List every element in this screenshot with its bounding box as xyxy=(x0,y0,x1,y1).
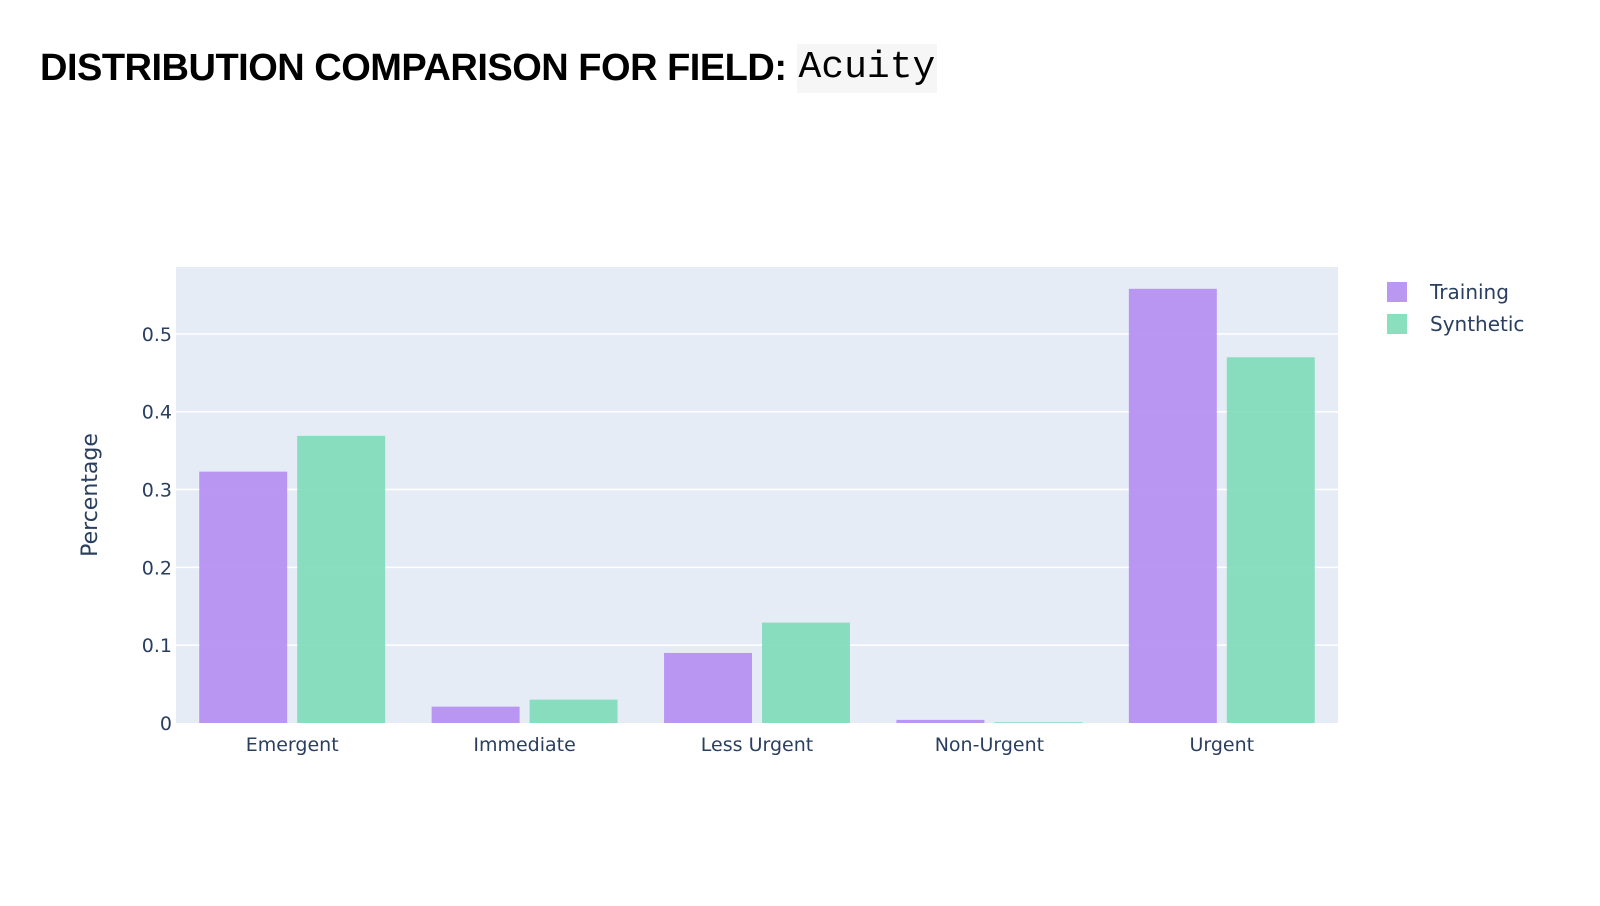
bar-synthetic-non-urgent xyxy=(994,722,1083,723)
bar-synthetic-less-urgent xyxy=(762,622,850,723)
bars xyxy=(199,288,1315,723)
x-tick-label: Emergent xyxy=(246,734,339,756)
x-tick-label: Non-Urgent xyxy=(935,734,1044,756)
bar-training-emergent xyxy=(199,471,288,723)
legend-label-training: Training xyxy=(1429,280,1509,304)
y-tick-label: 0.1 xyxy=(142,635,172,657)
bar-synthetic-immediate xyxy=(529,699,618,723)
bar-training-non-urgent xyxy=(896,719,985,723)
bar-training-urgent xyxy=(1128,288,1217,723)
page-title: DISTRIBUTION COMPARISON FOR FIELD: Acuit… xyxy=(40,44,938,93)
y-axis-label: Percentage xyxy=(78,433,103,557)
y-tick-label: 0.5 xyxy=(142,324,172,346)
y-tick-label: 0.2 xyxy=(142,557,172,579)
legend-label-synthetic: Synthetic xyxy=(1430,312,1524,336)
bar-training-less-urgent xyxy=(664,652,752,723)
legend: Training Synthetic xyxy=(1387,280,1524,336)
x-tick-label: Urgent xyxy=(1189,734,1254,756)
x-tick-label: Immediate xyxy=(473,734,575,756)
y-tick-label: 0.3 xyxy=(142,480,172,502)
x-axis-ticks: Emergent Immediate Less Urgent Non-Urgent Ur… xyxy=(246,734,1254,756)
bar-synthetic-emergent xyxy=(297,435,386,723)
bar-synthetic-urgent xyxy=(1226,357,1315,723)
x-tick-label: Less Urgent xyxy=(701,734,813,756)
y-axis-ticks: 0 0.1 0.2 0.3 0.4 0.5 xyxy=(142,324,172,735)
y-tick-label: 0.4 xyxy=(142,402,172,424)
bar-training-immediate xyxy=(431,706,520,723)
y-tick-label: 0 xyxy=(160,713,172,735)
title-prefix: DISTRIBUTION COMPARISON FOR FIELD: xyxy=(40,47,787,89)
field-name: Acuity xyxy=(796,44,938,93)
legend-swatch-training xyxy=(1387,282,1407,302)
legend-swatch-synthetic xyxy=(1387,314,1407,334)
